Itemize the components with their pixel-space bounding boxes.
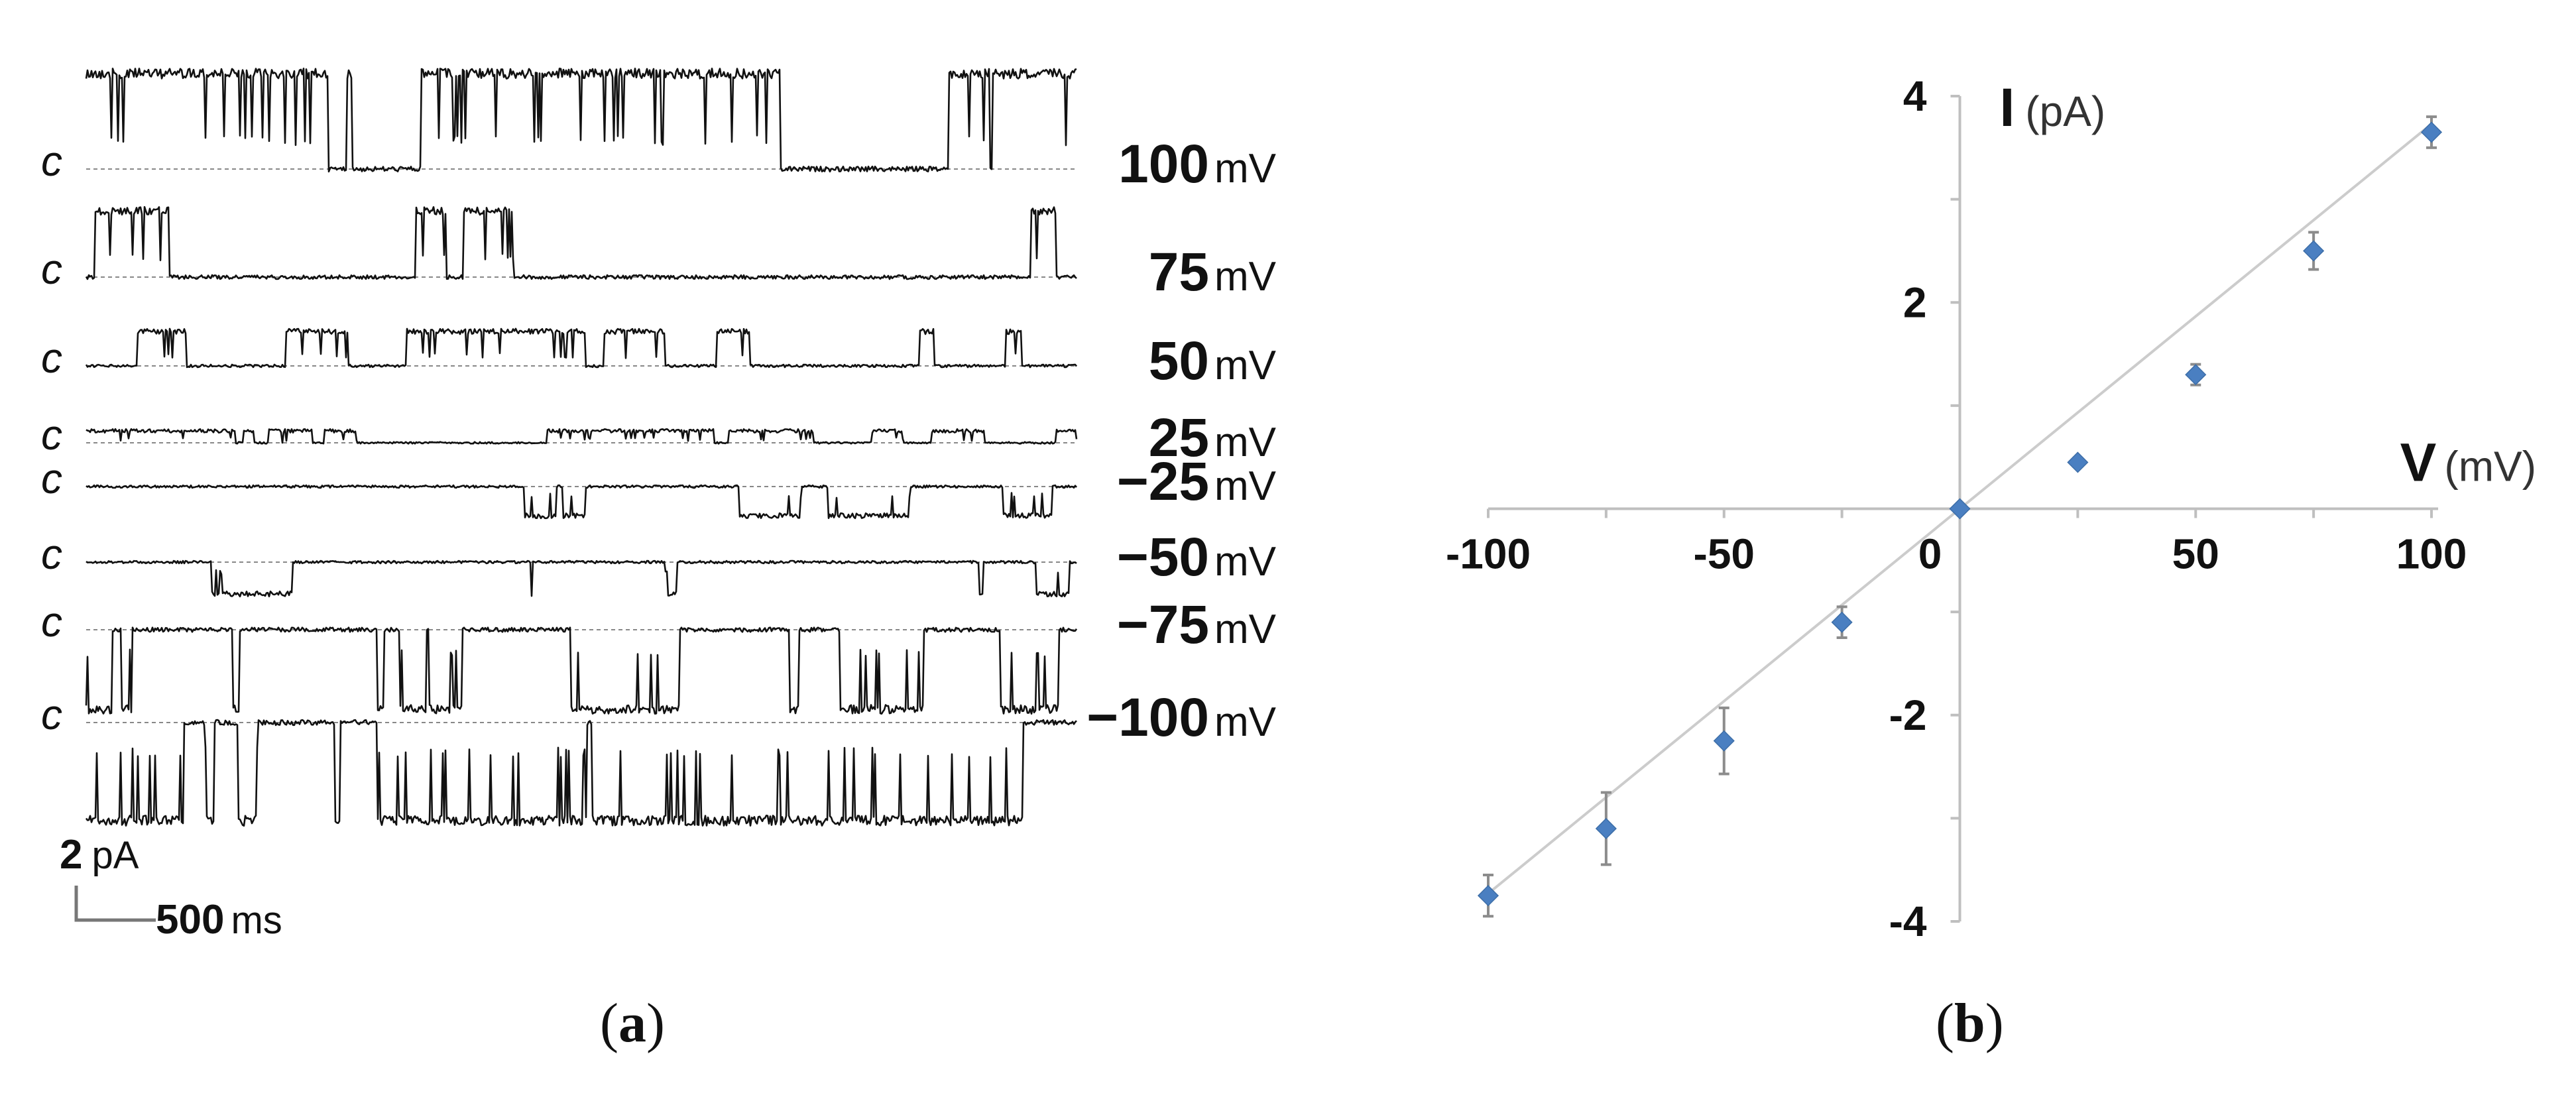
y-axis-unit: (pA) [2025,88,2105,135]
scale-bar: 2 pA 500 ms [60,832,282,943]
current-trace [86,484,1077,520]
scale-time-label: 500 ms [156,897,282,943]
data-point-5 [1949,498,1971,520]
voltage-unit: mV [1214,254,1277,300]
panel-a: c 100 mV c 75 mV c 50 mV c 25 mV c −25 mV c −50 mV c −75 mV c… [41,68,1277,1054]
data-point-6 [2067,451,2089,473]
closed-marker: c [41,598,62,646]
data-point-1 [1477,873,1499,918]
voltage-unit: mV [1214,343,1277,388]
voltage-unit: mV [1214,146,1277,192]
closed-marker: c [41,137,62,185]
scale-current-unit: pA [91,834,139,877]
voltage-unit: mV [1214,420,1277,465]
trace-7: c −75 mV [41,595,1277,715]
voltage-label: 100 mV [1118,134,1276,194]
voltage-value: 50 [1149,331,1209,391]
scale-current-value: 2 [60,832,82,878]
voltage-unit: mV [1214,539,1277,585]
scale-time-unit: ms [231,899,282,942]
panel-b: -100 -50 0 50 100 4 2 -2 -4 I (pA) V (mV) (b) [1359,0,2576,1109]
voltage-label: 50 mV [1149,331,1277,391]
trace-5: c −25 mV [41,451,1277,520]
closed-marker: c [41,530,62,578]
current-trace [85,205,1077,280]
closed-marker: c [41,455,62,502]
voltage-value: −100 [1086,687,1209,748]
trace-4: c 25 mV [41,408,1277,468]
current-trace [85,626,1078,715]
diamond-marker [1713,730,1735,752]
data-point-8 [2303,231,2325,271]
current-trace [85,719,1077,827]
data-point-9 [2420,115,2443,149]
trace-3: c 50 mV [41,327,1277,391]
x-axis-unit: (mV) [2444,443,2536,491]
closed-marker: c [41,691,62,738]
voltage-label: −25 mV [1117,451,1277,512]
closed-marker: c [41,334,62,382]
x-tick-label: 100 [2396,530,2467,578]
diamond-marker [2303,240,2325,262]
y-tick-label: 4 [1903,72,1927,120]
scale-current-label: 2 pA [60,832,139,878]
diamond-marker [2185,364,2207,386]
closed-marker: c [41,245,62,293]
trace-8: c −100 mV [41,687,1277,827]
diamond-marker [2067,451,2089,473]
x-axis-letter: V [2400,433,2437,493]
voltage-value: −50 [1117,527,1209,587]
voltage-label: 25 mV [1149,408,1277,468]
current-trace [86,428,1078,445]
scale-bar-lines [74,886,156,922]
voltage-value: −75 [1117,595,1209,655]
voltage-value: 25 [1149,408,1209,468]
x-tick-label: 0 [1918,530,1942,578]
diamond-marker [1949,498,1971,520]
voltage-label: −50 mV [1117,527,1277,587]
y-tick-label: 2 [1903,278,1927,326]
current-traces: c 100 mVc 75 mVc 50 mVc 25 mVc −25 mVc −50 mVc −75 mVc… [41,68,1277,943]
data-point-2 [1595,791,1617,866]
voltage-unit: mV [1214,463,1277,509]
trace-6: c −50 mV [41,527,1277,598]
x-tick-label: -50 [1694,530,1755,578]
x-tick-label: -100 [1446,530,1531,578]
trace-2: c 75 mV [41,205,1277,302]
trace-1: c 100 mV [41,68,1277,194]
voltage-value: 100 [1118,134,1209,194]
data-point-4 [1831,605,1853,640]
y-axis-title: I (pA) [2000,78,2106,138]
current-trace [85,327,1078,369]
voltage-value: 75 [1149,242,1209,302]
panel-b-label: (b) [1936,992,2004,1054]
closed-marker: c [41,411,62,459]
current-trace [85,68,1077,173]
voltage-label: 75 mV [1149,242,1277,302]
diamond-marker [1595,817,1617,839]
y-tick-label: -2 [1889,691,1927,739]
voltage-value: −25 [1117,451,1209,512]
y-tick-label: -4 [1889,898,1927,945]
data-point-7 [2185,363,2207,386]
diamond-marker [2420,121,2443,143]
iv-chart: -100 -50 0 50 100 4 2 -2 -4 I (pA) V (mV) [1446,72,2536,945]
voltage-unit: mV [1214,607,1277,652]
scale-time-value: 500 [156,897,224,943]
diamond-marker [1831,611,1853,633]
voltage-label: −100 mV [1086,687,1276,748]
voltage-unit: mV [1214,699,1277,745]
data-point-3 [1713,706,1735,776]
x-axis-title: V (mV) [2400,433,2536,493]
voltage-label: −75 mV [1117,595,1277,655]
x-tick-label: 50 [2172,530,2219,578]
y-axis-letter: I [2000,78,2015,138]
current-trace [86,559,1077,598]
diamond-marker [1477,885,1499,907]
panel-a-label: (a) [600,992,665,1054]
